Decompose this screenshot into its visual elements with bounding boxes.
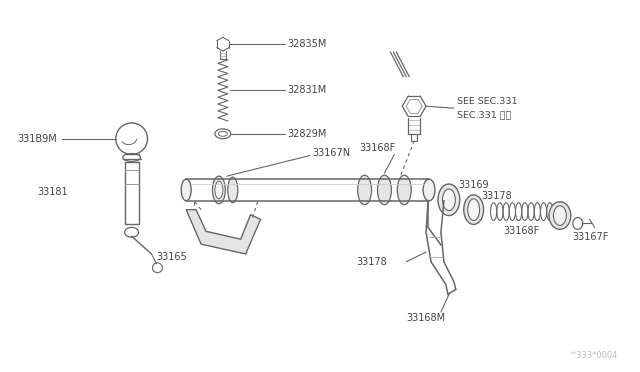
Ellipse shape bbox=[464, 195, 484, 224]
Text: 33168M: 33168M bbox=[406, 313, 445, 323]
Text: 32831M: 32831M bbox=[287, 86, 326, 96]
Ellipse shape bbox=[549, 202, 571, 230]
Polygon shape bbox=[186, 210, 260, 254]
Ellipse shape bbox=[212, 176, 225, 204]
Ellipse shape bbox=[468, 199, 479, 221]
Text: 33165: 33165 bbox=[156, 252, 187, 262]
Text: 33167F: 33167F bbox=[573, 232, 609, 242]
Ellipse shape bbox=[554, 206, 566, 225]
Text: 33169: 33169 bbox=[459, 180, 490, 190]
Text: 33168F: 33168F bbox=[504, 226, 540, 236]
Ellipse shape bbox=[358, 175, 372, 205]
Ellipse shape bbox=[181, 179, 191, 201]
Text: SEE SEC.331: SEE SEC.331 bbox=[457, 97, 517, 106]
Text: 32835M: 32835M bbox=[287, 39, 326, 49]
Text: 33181: 33181 bbox=[38, 187, 68, 197]
Text: SEC.331 参照: SEC.331 参照 bbox=[457, 110, 511, 119]
Text: ^333*0004: ^333*0004 bbox=[569, 351, 618, 360]
Text: 33178: 33178 bbox=[356, 257, 387, 267]
Ellipse shape bbox=[397, 175, 412, 205]
Text: 331B9M: 331B9M bbox=[18, 134, 58, 144]
Text: 33168F: 33168F bbox=[360, 142, 396, 153]
Ellipse shape bbox=[215, 181, 223, 199]
Ellipse shape bbox=[228, 177, 237, 203]
Text: 33178: 33178 bbox=[481, 191, 513, 201]
Text: 33167N: 33167N bbox=[312, 148, 350, 157]
Ellipse shape bbox=[378, 175, 392, 205]
Ellipse shape bbox=[442, 189, 455, 211]
Text: 32829M: 32829M bbox=[287, 129, 326, 139]
Ellipse shape bbox=[423, 179, 435, 201]
Ellipse shape bbox=[438, 184, 460, 215]
